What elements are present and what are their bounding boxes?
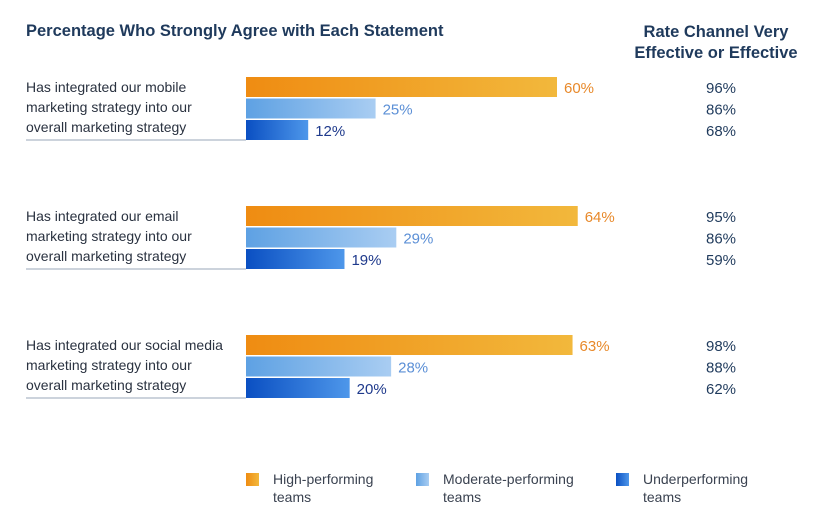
legend-label-under: Underperforming teams — [643, 471, 749, 505]
bar-moderate-1 — [246, 98, 376, 119]
bar-high-3 — [246, 335, 573, 355]
legend-label-high: High-performing teams — [273, 471, 374, 505]
legend-item-under: Underperforming teams — [616, 470, 763, 506]
bar-high-2 — [246, 206, 578, 226]
legend-label-moderate: Moderate-performing teams — [443, 471, 574, 505]
effective-value-under-3: 62% — [706, 381, 736, 398]
category-label-1-line-1: Has integrated our mobile — [26, 79, 187, 95]
legend-item-high: High-performing teams — [246, 470, 393, 506]
data-label-high-2: 64% — [585, 209, 615, 226]
category-label-3-line-3: overall marketing strategy — [26, 377, 186, 393]
bar-high-1 — [246, 77, 557, 97]
bar-chart: Has integrated our mobile marketing strat… — [26, 77, 736, 399]
legend-swatch-high — [246, 473, 259, 486]
category-label-3-line-2: marketing strategy into our — [26, 357, 192, 373]
effectiveness-title-line-2: Effective or Effective — [634, 44, 798, 62]
category-label-2-line-3: overall marketing strategy — [26, 248, 186, 264]
data-label-high-1: 60% — [564, 80, 594, 97]
category-label-1-line-2: marketing strategy into our — [26, 99, 192, 115]
bar-under-1 — [246, 120, 309, 140]
effective-value-under-1: 68% — [706, 123, 736, 140]
effectiveness-title-line-1: Rate Channel Very — [643, 23, 789, 41]
data-label-moderate-1: 25% — [383, 102, 413, 119]
category-label-3-line-1: Has integrated our social media — [26, 337, 223, 353]
bar-moderate-3 — [246, 356, 392, 377]
legend-swatch-under — [616, 473, 629, 486]
effective-value-moderate-1: 86% — [706, 102, 736, 119]
data-label-under-1: 12% — [315, 123, 345, 140]
data-label-moderate-3: 28% — [398, 360, 428, 377]
effective-value-high-3: 98% — [706, 338, 736, 355]
effective-value-under-2: 59% — [706, 252, 736, 269]
chart-title: Percentage Who Strongly Agree with Each … — [26, 22, 444, 40]
data-label-high-3: 63% — [580, 338, 610, 355]
effective-value-moderate-2: 86% — [706, 231, 736, 248]
bar-under-3 — [246, 378, 350, 398]
bar-moderate-2 — [246, 227, 397, 248]
data-label-under-2: 19% — [351, 252, 381, 269]
category-label-2-line-2: marketing strategy into our — [26, 228, 192, 244]
legend-item-moderate: Moderate-performing teams — [416, 470, 593, 506]
effectiveness-column-title: Rate Channel Very Effective or Effective — [626, 22, 806, 64]
effective-value-high-1: 96% — [706, 80, 736, 97]
category-label-2-line-1: Has integrated our email — [26, 208, 179, 224]
category-label-1-line-3: overall marketing strategy — [26, 119, 186, 135]
data-label-under-3: 20% — [357, 381, 387, 398]
legend-swatch-moderate — [416, 473, 429, 486]
bar-under-2 — [246, 249, 345, 269]
effective-value-moderate-3: 88% — [706, 360, 736, 377]
effective-value-high-2: 95% — [706, 209, 736, 226]
data-label-moderate-2: 29% — [403, 231, 433, 248]
